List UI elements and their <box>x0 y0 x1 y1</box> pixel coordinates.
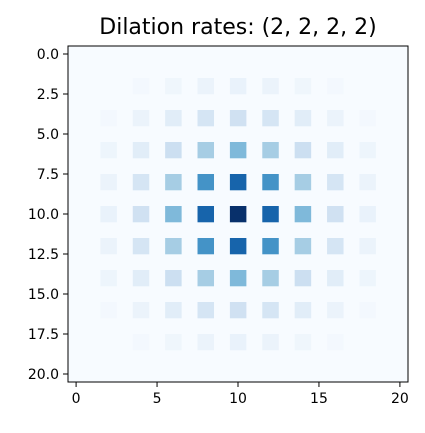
heatmap-cell <box>132 206 150 223</box>
heatmap-cell <box>132 238 150 255</box>
y-tick-label: 15.0 <box>28 287 59 303</box>
heatmap-cell <box>262 174 279 191</box>
heatmap-cell <box>359 110 376 127</box>
heatmap-cell <box>327 110 344 127</box>
heatmap-cell <box>197 334 215 351</box>
heatmap-cell <box>132 302 150 319</box>
heatmap-cell <box>100 302 117 319</box>
plot-area <box>67 45 409 383</box>
heatmap-cell <box>327 334 344 351</box>
heatmap-cells <box>100 78 376 351</box>
heatmap-cell <box>294 238 312 255</box>
heatmap-cell <box>197 206 215 223</box>
heatmap-cell <box>294 78 312 95</box>
heatmap-cell <box>359 206 376 223</box>
heatmap-cell <box>229 206 247 223</box>
heatmap-cell <box>100 142 117 159</box>
heatmap-cell <box>294 206 312 223</box>
heatmap-cell <box>262 334 279 351</box>
y-tick-label: 7.5 <box>37 167 59 183</box>
heatmap-cell <box>262 302 279 319</box>
heatmap-cell <box>262 78 279 95</box>
x-axis: 0 5 10 15 20 <box>72 382 409 407</box>
heatmap-cell <box>197 174 215 191</box>
y-tick-label: 0.0 <box>37 47 59 63</box>
heatmap-cell <box>229 142 247 159</box>
heatmap-cell <box>359 270 376 287</box>
y-tick-label: 20.0 <box>28 367 59 383</box>
heatmap-cell <box>132 334 150 351</box>
y-tick-label: 12.5 <box>28 247 59 263</box>
y-tick-label: 2.5 <box>37 87 59 103</box>
heatmap-cell <box>327 302 344 319</box>
x-tick-label: 20 <box>391 391 409 407</box>
heatmap-cell <box>229 334 247 351</box>
heatmap-cell <box>165 238 182 255</box>
heatmap-cell <box>359 142 376 159</box>
heatmap-cell <box>229 110 247 127</box>
heatmap-cell <box>229 238 247 255</box>
heatmap-cell <box>229 78 247 95</box>
heatmap-cell <box>165 302 182 319</box>
y-axis: 0.0 2.5 5.0 7.5 10.0 12.5 15.0 17.5 20.0 <box>28 47 68 383</box>
x-tick-label: 0 <box>72 391 81 407</box>
heatmap-cell <box>359 302 376 319</box>
heatmap-cell <box>294 110 312 127</box>
heatmap-cell <box>165 206 182 223</box>
heatmap-cell <box>327 78 344 95</box>
heatmap-cell <box>262 110 279 127</box>
heatmap-cell <box>197 110 215 127</box>
heatmap-cell <box>229 302 247 319</box>
heatmap-cell <box>100 174 117 191</box>
heatmap-cell <box>132 142 150 159</box>
heatmap-cell <box>262 206 279 223</box>
heatmap-cell <box>294 142 312 159</box>
heatmap-cell <box>100 110 117 127</box>
heatmap-cell <box>165 334 182 351</box>
heatmap-cell <box>327 238 344 255</box>
heatmap-cell <box>100 238 117 255</box>
heatmap-cell <box>262 142 279 159</box>
heatmap-cell <box>327 270 344 287</box>
heatmap-cell <box>132 270 150 287</box>
chart-title: Dilation rates: (2, 2, 2, 2) <box>99 15 376 40</box>
x-tick-label: 5 <box>153 391 162 407</box>
heatmap-cell <box>327 174 344 191</box>
heatmap-cell <box>132 174 150 191</box>
heatmap-cell <box>100 206 117 223</box>
heatmap-cell <box>294 334 312 351</box>
heatmap-cell <box>165 142 182 159</box>
heatmap-cell <box>262 270 279 287</box>
heatmap-cell <box>229 270 247 287</box>
heatmap-cell <box>165 78 182 95</box>
heatmap-cell <box>165 110 182 127</box>
heatmap-cell <box>359 238 376 255</box>
heatmap-cell <box>197 270 215 287</box>
heatmap-cell <box>197 302 215 319</box>
x-tick-label: 10 <box>229 391 247 407</box>
y-tick-label: 10.0 <box>28 207 59 223</box>
heatmap-cell <box>100 270 117 287</box>
heatmap-cell <box>327 142 344 159</box>
heatmap-cell <box>262 238 279 255</box>
y-tick-label: 17.5 <box>28 327 59 343</box>
heatmap-cell <box>294 270 312 287</box>
heatmap-cell <box>294 302 312 319</box>
heatmap-cell <box>165 174 182 191</box>
heatmap-cell <box>327 206 344 223</box>
heatmap-cell <box>132 78 150 95</box>
heatmap-cell <box>132 110 150 127</box>
heatmap-cell <box>197 142 215 159</box>
heatmap-cell <box>197 238 215 255</box>
heatmap-cell <box>165 270 182 287</box>
y-tick-label: 5.0 <box>37 127 59 143</box>
heatmap-cell <box>294 174 312 191</box>
heatmap-cell <box>229 174 247 191</box>
heatmap-cell <box>197 78 215 95</box>
x-tick-label: 15 <box>310 391 328 407</box>
heatmap-cell <box>359 174 376 191</box>
